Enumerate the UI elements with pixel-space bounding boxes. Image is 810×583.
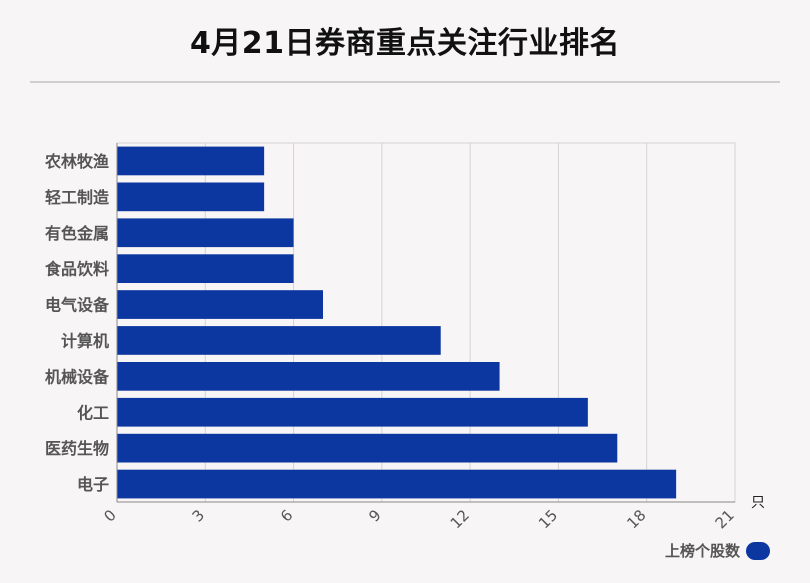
category-label: 机械设备 [45,367,110,386]
category-label: 食品饮料 [44,260,109,279]
category-label: 电气设备 [45,296,110,315]
legend[interactable]: 上榜个股数 [665,540,770,561]
x-unit-label: 只 [751,495,765,511]
category-label: 电子 [77,475,109,494]
bar [117,290,323,319]
x-tick-label: 15 [535,506,561,532]
category-label: 医药生物 [45,439,109,458]
bar [117,469,677,499]
category-label: 有色金属 [45,224,109,243]
x-tick-label: 12 [447,506,473,532]
bar [117,361,500,391]
x-tick-label: 3 [189,506,208,525]
category-label: 轻工制造 [45,188,110,207]
chart-title: 4月21日券商重点关注行业排名 [189,26,621,61]
x-tick-label: 0 [100,506,119,525]
bar [117,146,265,176]
title-divider [30,81,780,83]
category-label: 化工 [77,403,109,422]
bar [117,182,265,212]
bar [117,397,588,427]
x-tick-label: 9 [365,506,384,525]
legend-swatch [746,541,770,560]
x-tick-label: 18 [623,506,649,532]
bar [117,433,618,463]
x-tick-label: 21 [712,506,738,532]
bar [117,326,441,355]
legend-label: 上榜个股数 [664,542,740,560]
bar [117,254,294,284]
x-tick-label: 6 [277,506,296,525]
category-label: 计算机 [61,331,109,350]
category-label: 农林牧渔 [44,152,109,171]
bar [117,218,294,248]
